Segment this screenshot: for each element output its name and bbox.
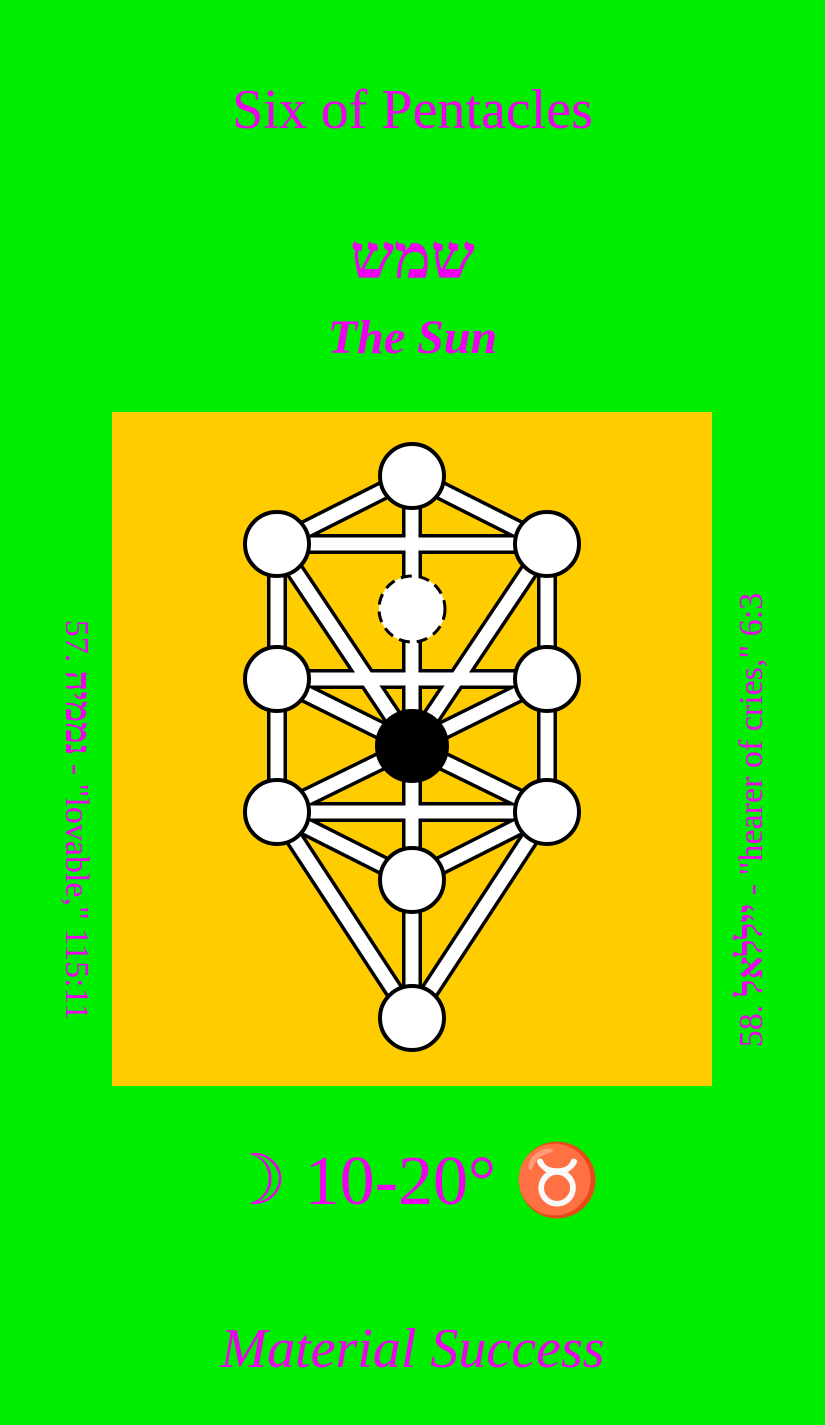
path-chokmah-tiphareth [406, 540, 553, 750]
card-meaning: Material Success [220, 1318, 605, 1380]
sephira-chesed [513, 645, 581, 713]
right-angel-text: - "hearer of cries," 6:3 [733, 592, 770, 904]
left-angel-hebrew: נממיה [58, 670, 98, 756]
path-hod-malkuth [271, 808, 418, 1022]
sephira-yesod [378, 846, 446, 914]
sephira-binah [243, 510, 311, 578]
tree-of-life-panel [112, 412, 712, 1086]
decan-label: ☽ 10-20° ♉ [224, 1143, 601, 1220]
planet-name: The Sun [327, 311, 498, 364]
right-angel-hebrew: ייללאל [730, 903, 770, 997]
path-binah-tiphareth [271, 540, 418, 750]
sephira-daath [377, 574, 447, 644]
sephira-tiphareth [375, 709, 449, 783]
sephira-netzach [513, 778, 581, 846]
left-angel-number: 57. [58, 619, 95, 663]
right-angel-number: 58. [733, 1004, 770, 1048]
tree-sephiroth [243, 442, 581, 1052]
sephira-geburah [243, 645, 311, 713]
sephira-chokmah [513, 510, 581, 578]
hebrew-planet-name: שמש [350, 224, 475, 292]
sephira-kether [378, 442, 446, 510]
left-angel-label: 57. נממיה - "lovable," 115:11 [56, 540, 100, 1100]
left-angel-text: - "lovable," 115:11 [58, 755, 95, 1021]
path-netzach-malkuth [406, 808, 553, 1022]
sephira-malkuth [378, 984, 446, 1052]
right-angel-label: 58. ייללאל - "hearer of cries," 6:3 [728, 500, 772, 1140]
sephira-hod [243, 778, 311, 846]
tree-of-life-diagram [243, 442, 581, 1052]
card-title: Six of Pentacles [232, 79, 593, 141]
